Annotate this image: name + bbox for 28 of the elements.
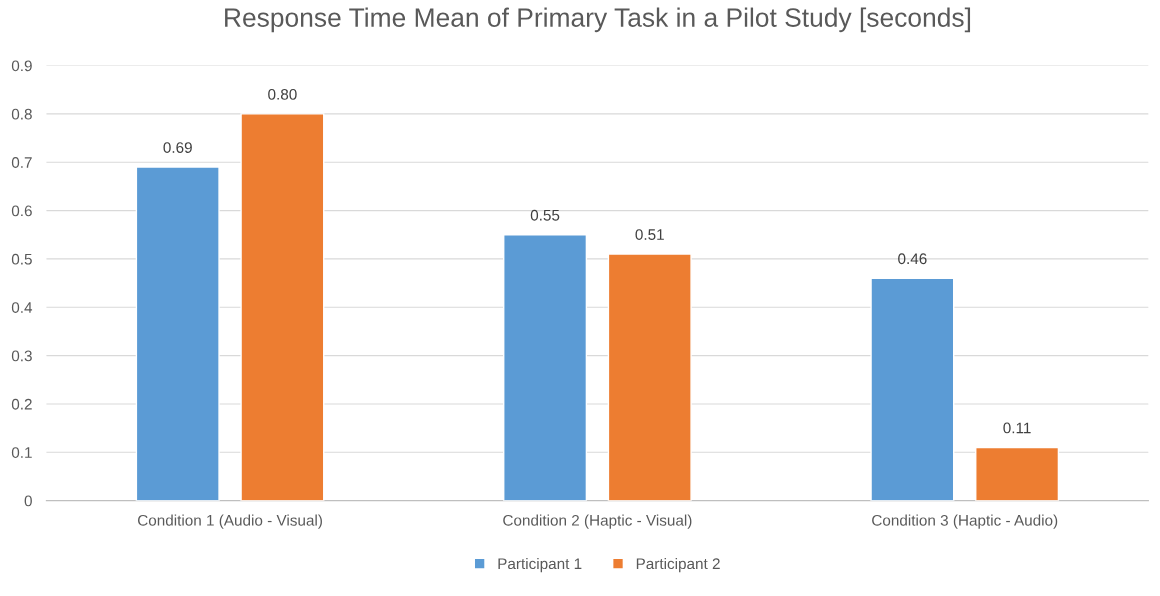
chart-title: Response Time Mean of Primary Task in a Pilot Study [seconds] <box>225 7 971 33</box>
y-tick-label: 0.5 <box>11 253 32 265</box>
legend-label: Participant 2 <box>636 557 720 573</box>
x-tick-label: Condition 2 (Haptic - Visual) <box>503 514 692 529</box>
y-tick-label: 0.3 <box>11 350 32 362</box>
data-label: 0.51 <box>635 229 664 240</box>
x-tick-label: Condition 3 (Haptic - Audio) <box>872 514 1058 529</box>
y-tick-label: 0.8 <box>11 108 32 120</box>
bar <box>503 234 588 501</box>
data-label: 0.46 <box>898 253 927 265</box>
data-label: 0.55 <box>530 209 560 221</box>
y-tick-label: 0.9 <box>11 60 32 72</box>
data-label: 0.11 <box>1003 422 1031 434</box>
y-tick-label: 0.6 <box>11 205 32 217</box>
bar <box>975 446 1060 501</box>
bar <box>607 253 692 501</box>
y-tick-label: 0 <box>24 495 32 507</box>
legend-label: Participant 1 <box>498 557 582 573</box>
bar <box>135 166 220 501</box>
data-label: 0.69 <box>163 142 192 153</box>
data-label: 0.80 <box>268 88 297 100</box>
y-tick-label: 0.7 <box>11 157 32 168</box>
y-tick-label: 0.1 <box>11 447 32 458</box>
y-tick-label: 0.2 <box>11 398 32 410</box>
x-tick-label: Condition 1 (Audio - Visual) <box>137 514 322 529</box>
bar <box>240 113 325 501</box>
bar <box>870 277 955 501</box>
y-tick-label: 0.4 <box>11 302 33 313</box>
